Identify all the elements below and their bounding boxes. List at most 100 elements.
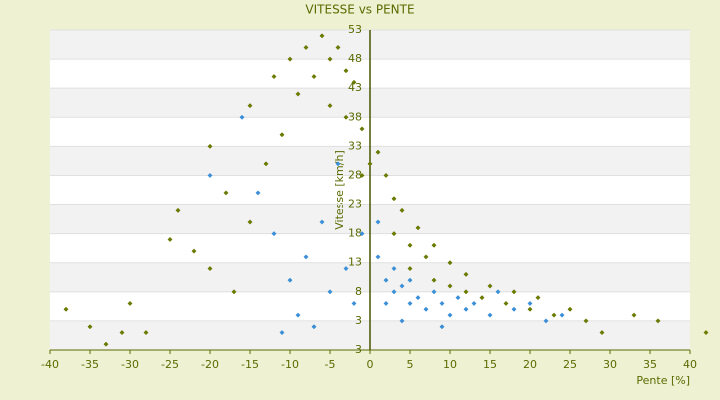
scatter-point (703, 329, 709, 336)
scatter-point (375, 149, 381, 155)
x-tick-label: 40 (683, 358, 697, 371)
scatter-point (367, 161, 373, 167)
scatter-point (543, 318, 549, 324)
x-tick-label: 25 (563, 358, 577, 371)
scatter-point (415, 295, 421, 301)
scatter-point (631, 312, 637, 318)
scatter-point (287, 277, 293, 283)
scatter-point (399, 283, 405, 289)
scatter-point (359, 126, 365, 132)
scatter-point (503, 300, 509, 307)
x-tick-label: -30 (121, 358, 139, 371)
x-tick-label: 35 (643, 358, 657, 371)
y-tick-label: 3 (355, 314, 362, 327)
scatter-point (439, 324, 445, 330)
scatter-point (439, 300, 445, 307)
scatter-point (335, 161, 341, 167)
y-tick-label: 53 (348, 23, 362, 36)
scatter-point (175, 207, 181, 213)
scatter-point (223, 190, 229, 196)
scatter-point (655, 318, 661, 324)
scatter-point (431, 277, 437, 283)
scatter-point (327, 103, 333, 109)
scatter-point (279, 132, 285, 138)
scatter-point (471, 300, 477, 307)
scatter-point (599, 329, 605, 336)
scatter-point (191, 248, 197, 254)
scatter-point (319, 33, 325, 39)
scatter-point (431, 289, 437, 295)
scatter-point (375, 219, 381, 225)
scatter-point (383, 300, 389, 307)
scatter-point (335, 44, 341, 51)
scatter-point (343, 68, 349, 74)
scatter-point (351, 79, 357, 85)
scatter-point (303, 254, 309, 260)
scatter-point (447, 283, 453, 289)
scatter-point (567, 306, 573, 312)
scatter-point (375, 254, 381, 260)
scatter-point (359, 172, 365, 179)
scatter-point (239, 114, 245, 120)
scatter-point (391, 265, 397, 272)
scatter-point (391, 231, 397, 237)
y-tick-label: 18 (348, 227, 362, 240)
x-tick-label: 0 (367, 358, 374, 371)
scatter-point (343, 265, 349, 272)
x-tick-label: -20 (201, 358, 219, 371)
x-tick-label: 15 (483, 358, 497, 371)
scatter-point (327, 56, 333, 62)
scatter-point (559, 312, 565, 318)
y-tick-label: 43 (348, 81, 362, 94)
scatter-point (463, 289, 469, 295)
y-tick-label: 28 (348, 168, 362, 181)
scatter-point (455, 295, 461, 301)
x-tick-label: -10 (281, 358, 299, 371)
scatter-point (167, 236, 173, 243)
scatter-point (423, 254, 429, 260)
scatter-point (407, 242, 413, 248)
y-tick-label: 38 (348, 110, 362, 123)
y-tick-label: 33 (348, 139, 362, 152)
scatter-point (271, 73, 277, 80)
y-tick-label: 8 (355, 285, 362, 298)
scatter-point (383, 277, 389, 283)
x-tick-label: -5 (325, 358, 336, 371)
scatter-point (263, 161, 269, 167)
scatter-point (407, 277, 413, 283)
scatter-point (479, 295, 485, 301)
scatter-point (143, 329, 149, 336)
scatter-point (295, 91, 301, 97)
scatter-point (287, 56, 293, 62)
scatter-point (511, 306, 517, 312)
y-axis-label: Vitesse [km/h] (333, 150, 346, 230)
scatter-point (359, 231, 365, 237)
scatter-point (87, 324, 93, 330)
x-tick-label: -35 (81, 358, 99, 371)
x-tick-label: 5 (407, 358, 414, 371)
scatter-point (247, 103, 253, 109)
scatter-point (415, 225, 421, 231)
scatter-point (327, 289, 333, 295)
scatter-point (351, 300, 357, 307)
scatter-point (295, 312, 301, 318)
x-axis-label: Pente [%] (636, 374, 690, 387)
scatter-point (527, 300, 533, 307)
scatter-point (527, 306, 533, 312)
x-tick-label: -25 (161, 358, 179, 371)
scatter-point (535, 295, 541, 301)
scatter-point (247, 219, 253, 225)
scatter-point (319, 219, 325, 225)
y-tick-label: 13 (348, 256, 362, 269)
scatter-point (255, 190, 261, 196)
scatter-point (391, 196, 397, 202)
scatter-point (119, 329, 125, 336)
scatter-point (279, 329, 285, 336)
scatter-point (399, 318, 405, 324)
scatter-point (383, 172, 389, 179)
x-tick-label: 10 (443, 358, 457, 371)
scatter-point (487, 312, 493, 318)
x-tick-label: 30 (603, 358, 617, 371)
scatter-point (207, 265, 213, 272)
